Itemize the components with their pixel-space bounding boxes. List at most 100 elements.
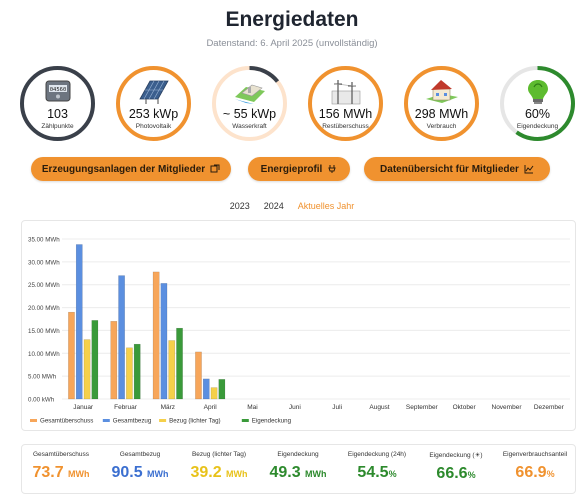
bar-2-3 <box>210 387 218 400</box>
y-tick-label: 30.00 MWh <box>28 259 60 266</box>
kpi-ring <box>500 66 575 141</box>
button-label: Erzeugungsanlagen der Mitglieder <box>41 163 206 175</box>
stat-gesamtbezug: Gesamtbezug 90.5 MWh <box>101 451 179 482</box>
stat-value: 66.9% <box>515 464 554 482</box>
bar-2-0 <box>83 339 91 400</box>
kpi-label: Eigendeckung <box>516 123 559 130</box>
kpi-label: Photovoltaik <box>135 123 172 130</box>
stat-eigenverbrauchsanteil: Eigenverbrauchsanteil 66.9% <box>496 451 574 482</box>
x-tick-label: Februar <box>114 404 138 411</box>
bar-2-2 <box>168 340 176 400</box>
kpi-value: 156 MWh <box>318 107 373 121</box>
datenuebersicht-button[interactable]: Datenübersicht für Mitglieder <box>364 157 550 181</box>
x-tick-label: Oktober <box>453 404 477 411</box>
button-label: Energieprofil <box>260 163 323 175</box>
stat-label: Eigendeckung (24h) <box>347 451 407 458</box>
y-tick-label: 0.00 kWh <box>28 397 55 404</box>
legend-swatch <box>159 419 167 422</box>
stat-number: 90.5 <box>111 464 143 481</box>
kpi-value: 253 kWp <box>128 107 179 121</box>
stat-eigendeckung-sun: Eigendeckung (☀) 66.6% <box>417 451 495 483</box>
erzeugungsanlagen-button[interactable]: Erzeugungsanlagen der Mitglieder <box>31 157 231 181</box>
bar-2-1 <box>126 347 133 400</box>
data-status-text: Datenstand: 6. April 2025 (unvollständig… <box>206 38 378 49</box>
x-tick-label: April <box>204 404 218 411</box>
kpi-ring <box>116 66 191 141</box>
solar-panel-icon <box>138 80 169 104</box>
y-tick-label: 15.00 MWh <box>28 328 60 335</box>
stat-label: Gesamtbezug <box>119 451 161 458</box>
y-tick-label: 25.00 MWh <box>28 282 60 289</box>
kpi-label: Wasserkraft <box>232 123 267 130</box>
x-tick-label: Mai <box>247 404 257 411</box>
energieprofil-button[interactable]: Energieprofil <box>248 157 350 181</box>
stat-eigendeckung-24h: Eigendeckung (24h) 54.5% <box>338 451 416 482</box>
x-tick-label: Januar <box>73 404 94 411</box>
stat-unit: MWh <box>226 469 248 479</box>
stat-label: Gesamtüberschuss <box>33 451 89 458</box>
kpi-value: 60% <box>524 107 551 121</box>
kpi-photovoltaik[interactable]: 253 kWp Photovoltaik <box>115 65 192 142</box>
power-pylon-icon <box>331 80 360 105</box>
stat-value: 66.6% <box>436 465 475 483</box>
bar-3-3 <box>218 379 226 400</box>
y-tick-label: 10.00 MWh <box>28 351 60 358</box>
kpi-restueberschuss[interactable]: 156 MWh Restüberschuss <box>307 65 384 142</box>
year-selector: 2023 2024 Aktuelles Jahr <box>0 201 584 211</box>
bar-3-2 <box>176 327 183 400</box>
kpi-label: Restüberschuss <box>322 123 369 130</box>
stat-unit: MWh <box>147 469 169 479</box>
energy-chart-card: 0.00 kWh 5.00 MWh 10.00 MWh 15.00 MWh 20.00 … <box>21 220 576 431</box>
legend-label: Bezug (lichter Tag) <box>169 418 220 425</box>
legend-label: Gesamtüberschuss <box>40 418 93 425</box>
kpi-value: 298 MWh <box>414 107 469 121</box>
stat-unit: % <box>388 469 397 479</box>
stat-eigendeckung: Eigendeckung 49.3 MWh <box>259 451 337 482</box>
line-chart-icon <box>524 165 534 174</box>
legend-swatch <box>30 419 37 422</box>
stat-number: 49.3 <box>269 464 301 481</box>
kpi-verbrauch[interactable]: 298 MWh Verbrauch <box>403 65 480 142</box>
x-tick-label: November <box>492 404 523 411</box>
stat-unit: % <box>467 470 476 480</box>
year-tab-2023[interactable]: 2023 <box>229 201 250 211</box>
stat-label: Eigendeckung <box>277 451 319 458</box>
legend-swatch <box>102 419 110 422</box>
external-window-icon <box>210 164 220 173</box>
bar-1-2 <box>160 283 168 400</box>
bar-1-3 <box>202 378 210 400</box>
kpi-ring <box>308 66 383 141</box>
summary-stats: Gesamtüberschuss 73.7 MWh Gesamtbezug 90… <box>21 444 576 494</box>
kpi-eigendeckung[interactable]: 60% Eigendeckung <box>499 65 576 142</box>
x-tick-label: Juni <box>289 404 301 411</box>
stat-bezug-lichter-tag: Bezug (lichter Tag) 39.2 MWh <box>180 451 258 482</box>
button-label: Datenübersicht für Mitglieder <box>380 163 519 175</box>
kpi-wasserkraft[interactable]: ~ 55 kWp Wasserkraft <box>211 65 288 142</box>
stat-number: 66.9 <box>515 464 547 481</box>
x-tick-label: August <box>369 404 389 411</box>
stat-value: 49.3 MWh <box>269 464 326 482</box>
kpi-value: ~ 55 kWp <box>222 107 277 121</box>
stat-gesamtueberschuss: Gesamtüberschuss 73.7 MWh <box>22 451 100 482</box>
stat-label: Eigendeckung (☀) <box>429 452 483 459</box>
stat-value: 39.2 MWh <box>190 464 247 482</box>
legend-label: Gesamtbezug <box>113 418 152 425</box>
kpi-zaehlpunkte[interactable]: 04560 103 Zählpunkte <box>19 65 96 142</box>
page-title: Energiedaten <box>225 8 359 31</box>
energy-bar-chart: 0.00 kWh 5.00 MWh 10.00 MWh 15.00 MWh 20.00 … <box>28 237 570 425</box>
year-tab-2024[interactable]: 2024 <box>263 201 284 211</box>
stat-value: 54.5% <box>357 464 396 482</box>
stat-number: 54.5 <box>357 464 389 481</box>
bar-1-0 <box>75 244 83 400</box>
y-tick-label: 35.00 MWh <box>28 237 60 244</box>
kpi-ring <box>404 66 479 141</box>
x-tick-label: Dezember <box>534 404 565 411</box>
legend-swatch <box>241 419 249 422</box>
bar-0-2 <box>152 271 160 400</box>
stat-unit: MWh <box>305 469 327 479</box>
svg-text:04560: 04560 <box>49 87 66 93</box>
y-tick-label: 20.00 MWh <box>28 305 60 312</box>
legend-label: Eigendeckung <box>252 418 292 425</box>
kpi-label: Verbrauch <box>426 123 457 130</box>
year-tab-current[interactable]: Aktuelles Jahr <box>297 201 355 211</box>
